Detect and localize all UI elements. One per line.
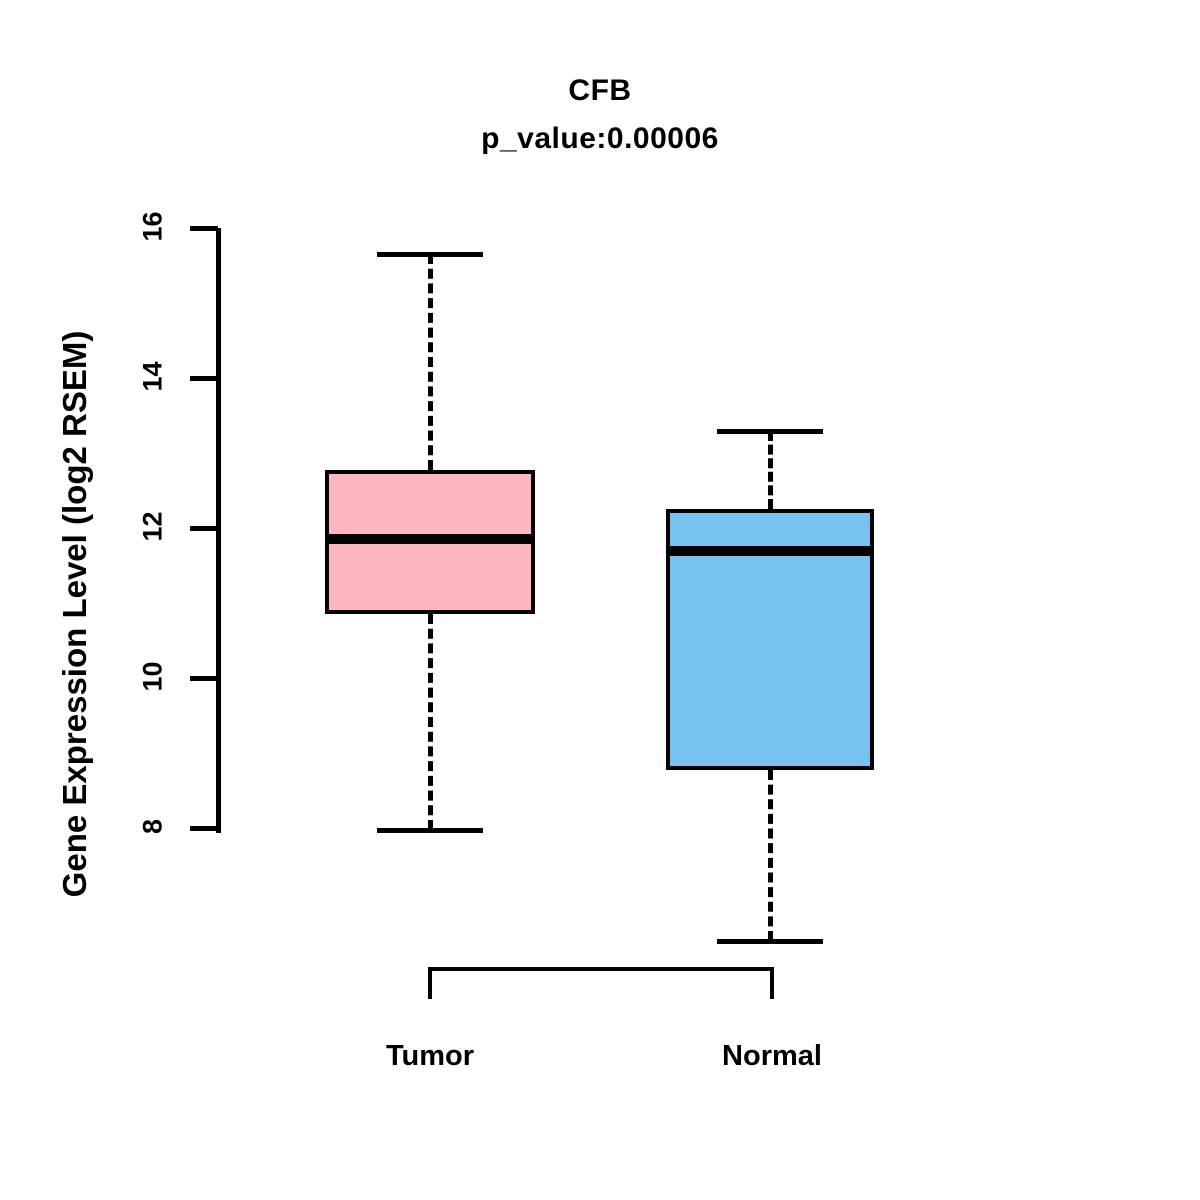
normal-median-line	[666, 545, 874, 556]
y-tick-16	[190, 226, 218, 231]
x-tick-tumor	[428, 967, 432, 999]
y-tick-8	[190, 826, 218, 831]
normal-upper-whisker	[768, 430, 773, 510]
y-axis-line	[216, 228, 221, 833]
y-tick-14	[190, 376, 218, 381]
y-axis-title: Gene Expression Level (log2 RSEM)	[56, 330, 93, 898]
tumor-lower-whisker	[428, 614, 433, 831]
tumor-upper-whisker	[428, 254, 433, 470]
y-tick-12	[190, 526, 218, 531]
y-tick-label-14: 14	[137, 361, 168, 392]
y-tick-label-10: 10	[137, 661, 168, 692]
y-tick-label-12: 12	[137, 511, 168, 542]
chart-title: CFB	[568, 74, 632, 107]
tumor-upper-whisker-cap	[377, 252, 483, 258]
normal-lower-whisker-cap	[717, 938, 823, 944]
x-axis-label-tumor: Tumor	[385, 1040, 475, 1072]
x-axis-label-normal: Normal	[722, 1040, 822, 1072]
x-axis-line	[428, 967, 774, 971]
x-tick-normal	[770, 967, 774, 999]
tumor-lower-whisker-cap	[377, 828, 483, 834]
y-tick-10	[190, 676, 218, 681]
normal-upper-whisker-cap	[717, 428, 823, 434]
y-tick-label-8: 8	[137, 818, 168, 835]
normal-lower-whisker	[768, 770, 773, 941]
tumor-median-line	[325, 534, 535, 545]
y-tick-label-16: 16	[137, 211, 168, 242]
chart-subtitle-pvalue: p_value:0.00006	[481, 122, 719, 155]
